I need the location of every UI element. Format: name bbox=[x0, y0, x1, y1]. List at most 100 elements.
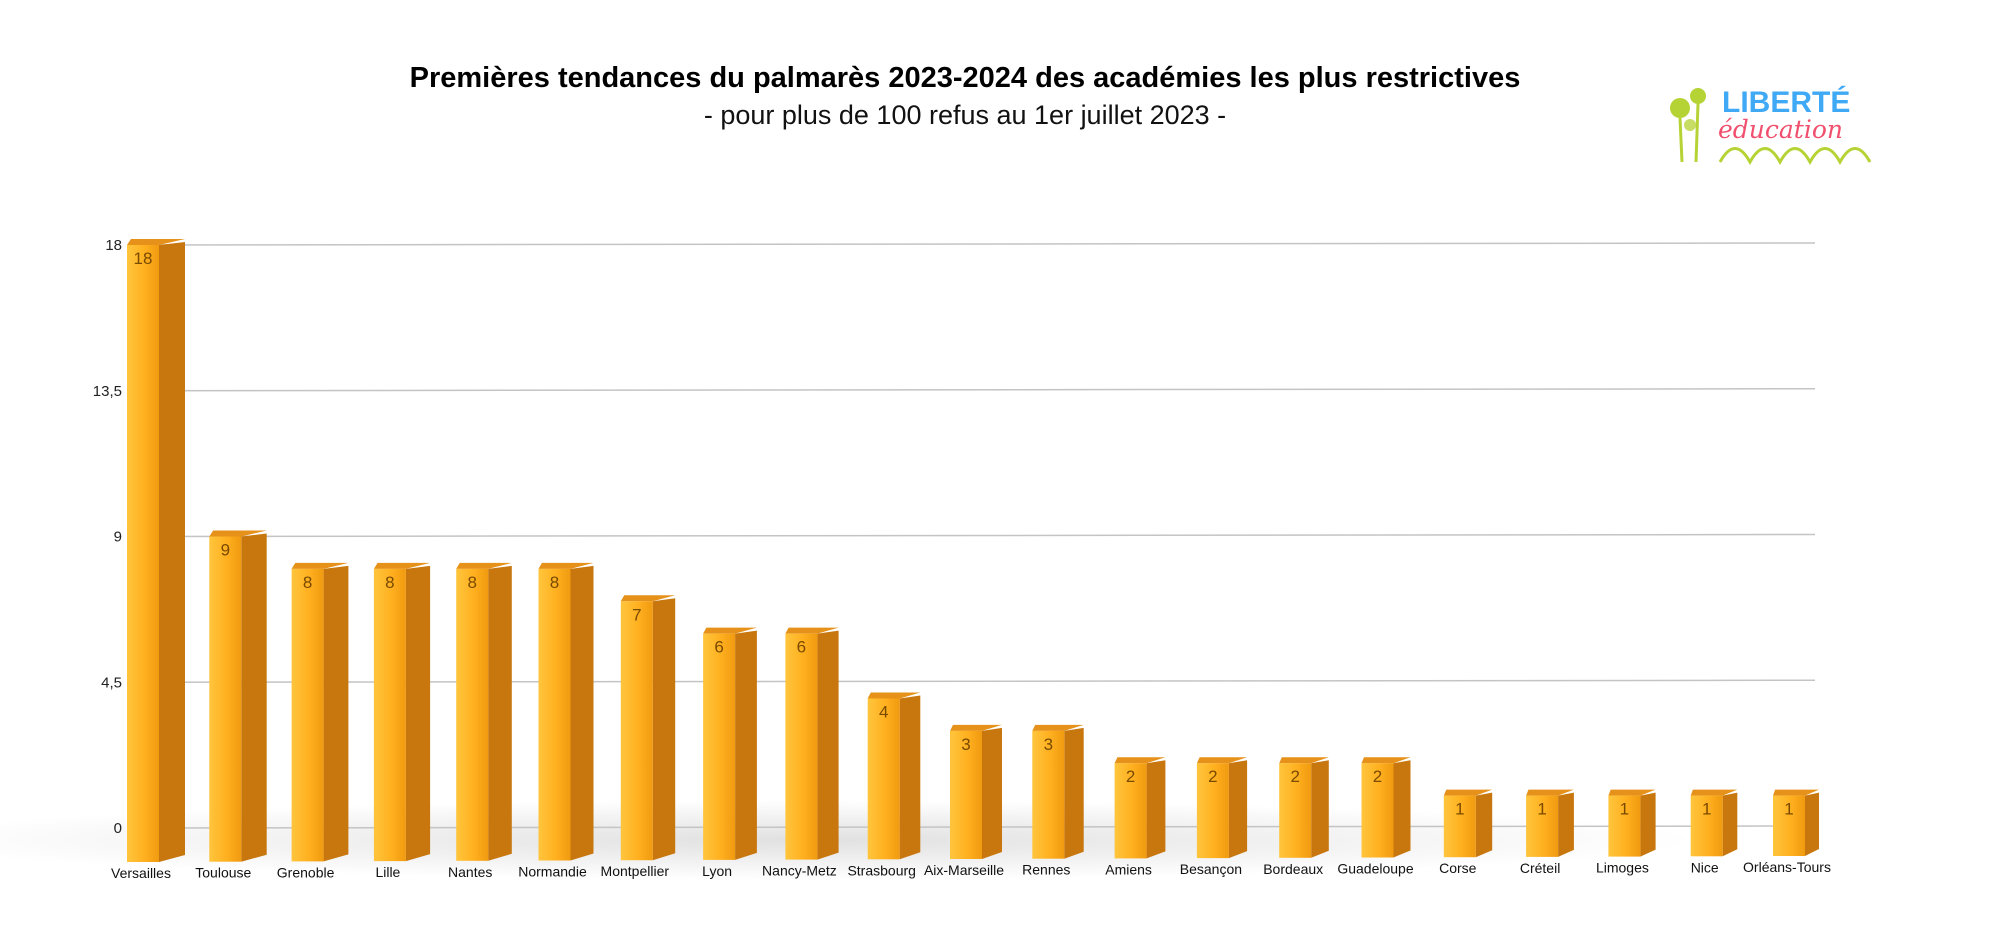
data-label: 6 bbox=[714, 638, 723, 657]
bar: 6 bbox=[703, 627, 757, 860]
bar-side bbox=[241, 533, 267, 862]
bar: 8 bbox=[373, 562, 431, 862]
data-label: 2 bbox=[1208, 767, 1217, 786]
bar: 2 bbox=[1196, 757, 1248, 859]
bar: 8 bbox=[291, 562, 349, 862]
bar-side bbox=[982, 727, 1002, 859]
bar-front bbox=[867, 698, 900, 860]
bar-front bbox=[1690, 795, 1723, 857]
bar-top bbox=[1032, 724, 1084, 731]
bar-front bbox=[1361, 763, 1394, 858]
gridline bbox=[129, 242, 1816, 246]
category-label: Amiens bbox=[1105, 861, 1152, 877]
data-label: 8 bbox=[467, 573, 476, 592]
bar-top bbox=[1361, 757, 1411, 764]
bar-side bbox=[1558, 792, 1574, 857]
bar: 4 bbox=[867, 692, 921, 860]
data-label: 7 bbox=[632, 605, 641, 624]
bar-front bbox=[1526, 795, 1559, 857]
data-label: 9 bbox=[221, 541, 230, 560]
liberte-education-logo: LIBERTÉ éducation bbox=[1670, 85, 1872, 165]
bar: 6 bbox=[785, 627, 839, 860]
bar: 2 bbox=[1279, 757, 1329, 858]
chart-subtitle: - pour plus de 100 refus au 1er juillet … bbox=[703, 100, 1227, 130]
bar-front bbox=[127, 245, 159, 862]
bar: 1 bbox=[1690, 789, 1738, 857]
gridline bbox=[129, 533, 1816, 538]
bar-front bbox=[538, 568, 571, 861]
category-label: Orléans-Tours bbox=[1743, 859, 1831, 875]
bar-top bbox=[456, 562, 512, 569]
bar-top bbox=[1114, 757, 1166, 764]
bar-side bbox=[652, 598, 676, 861]
bar: 1 bbox=[1443, 789, 1493, 858]
data-label: 2 bbox=[1373, 767, 1382, 786]
category-label: Limoges bbox=[1596, 860, 1649, 876]
bar-side bbox=[1064, 727, 1084, 859]
bar-front bbox=[703, 633, 736, 860]
category-label: Montpellier bbox=[601, 863, 670, 879]
bar-side bbox=[1722, 792, 1738, 857]
data-label: 8 bbox=[303, 573, 312, 592]
data-label: 1 bbox=[1620, 800, 1629, 819]
bar-side bbox=[1640, 792, 1656, 857]
data-label: 3 bbox=[961, 735, 970, 754]
bar: 1 bbox=[1526, 789, 1574, 857]
category-label: Toulouse bbox=[195, 865, 251, 881]
bar-front bbox=[373, 568, 406, 862]
bar-top bbox=[703, 627, 757, 634]
bar-top bbox=[127, 239, 185, 245]
bar-side bbox=[735, 630, 757, 860]
category-label: Nice bbox=[1691, 859, 1719, 875]
y-tick-label: 4,5 bbox=[101, 674, 122, 691]
bar-top bbox=[785, 627, 839, 634]
bar-top bbox=[209, 530, 267, 537]
bar-front bbox=[785, 633, 818, 860]
bar-top bbox=[1608, 789, 1656, 796]
chart-title: Premières tendances du palmarès 2023-202… bbox=[409, 62, 1521, 94]
category-label: Corse bbox=[1439, 860, 1477, 876]
y-tick-label: 13,5 bbox=[93, 383, 122, 400]
bar-front bbox=[1114, 763, 1147, 859]
y-tick-label: 0 bbox=[114, 820, 122, 837]
bar: 8 bbox=[456, 562, 512, 861]
bar-top bbox=[1443, 789, 1493, 796]
logo-line1: LIBERTÉ bbox=[1722, 85, 1850, 119]
bar-top bbox=[538, 562, 594, 569]
y-tick-label: 9 bbox=[114, 529, 122, 546]
bar-top bbox=[867, 692, 921, 699]
category-label: Aix-Marseille bbox=[924, 862, 1004, 878]
bar-side bbox=[570, 565, 594, 861]
category-label: Créteil bbox=[1520, 860, 1560, 876]
bar-side bbox=[488, 565, 512, 861]
data-label: 1 bbox=[1702, 800, 1711, 819]
bar-side bbox=[1311, 760, 1329, 858]
y-axis-ticks: 0 4,5 9 13,5 18 bbox=[93, 237, 122, 837]
bar: 1 bbox=[1608, 789, 1656, 857]
category-label: Nancy-Metz bbox=[762, 863, 837, 879]
bar: 9 bbox=[209, 530, 267, 862]
bar: 18 bbox=[127, 239, 185, 862]
bar-front bbox=[1196, 763, 1229, 859]
data-label: 2 bbox=[1290, 767, 1299, 786]
category-label: Grenoble bbox=[277, 864, 335, 880]
bar-side bbox=[159, 242, 185, 862]
bar-top bbox=[1526, 789, 1574, 796]
bar: 7 bbox=[620, 595, 676, 861]
bar-front bbox=[1773, 795, 1805, 856]
bar-front bbox=[456, 568, 489, 861]
data-label: 4 bbox=[879, 702, 888, 721]
data-label: 8 bbox=[550, 573, 559, 592]
bar-front bbox=[950, 730, 982, 859]
bar-side bbox=[1805, 792, 1819, 856]
data-label: 18 bbox=[134, 249, 153, 268]
bar: 8 bbox=[538, 562, 594, 861]
bar-front bbox=[1608, 795, 1641, 857]
category-label: Rennes bbox=[1022, 862, 1070, 878]
data-label: 2 bbox=[1126, 767, 1135, 786]
bar-side bbox=[899, 695, 921, 860]
bar-top bbox=[1773, 789, 1819, 796]
category-label: Nantes bbox=[448, 864, 492, 880]
category-label: Versailles bbox=[111, 865, 171, 881]
bar-top bbox=[1196, 757, 1248, 764]
